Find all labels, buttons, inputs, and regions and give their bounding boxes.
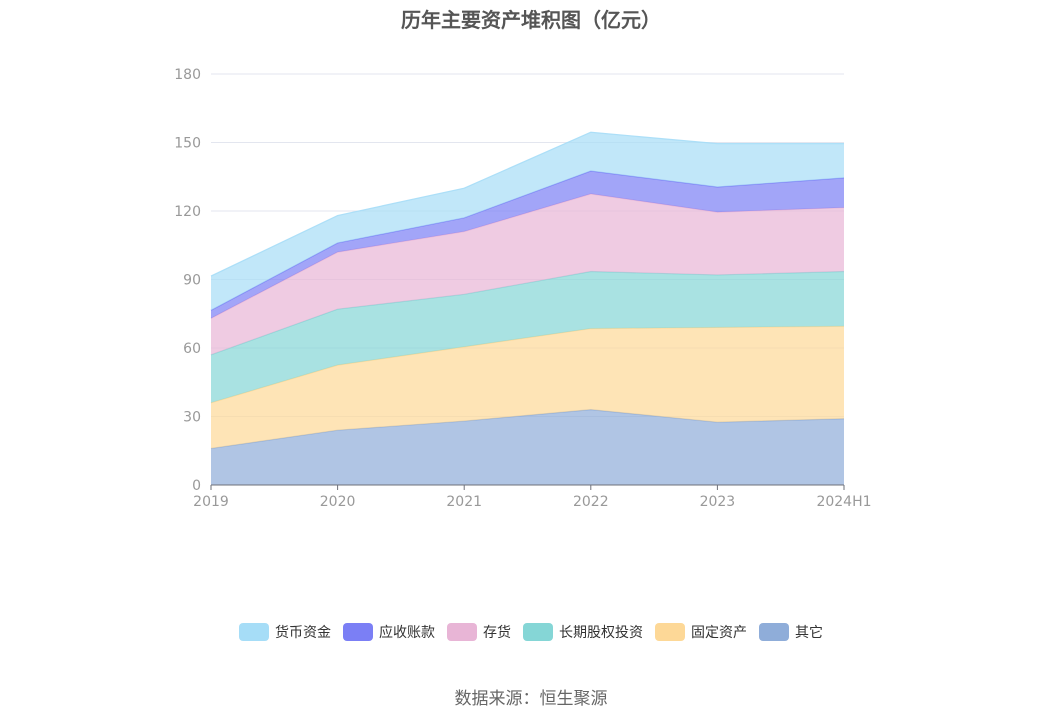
y-tick-label: 60 xyxy=(183,341,201,357)
area-series-line-5 xyxy=(210,131,844,277)
legend-swatch xyxy=(655,623,685,641)
y-tick-label: 0 xyxy=(192,478,201,494)
legend-item[interactable]: 固定资产 xyxy=(655,622,747,642)
data-source-note: 数据来源：恒生聚源 xyxy=(454,689,608,709)
chart-title: 历年主要资产堆积图（亿元） xyxy=(401,8,661,32)
y-tick-label: 120 xyxy=(174,204,201,220)
legend-item[interactable]: 其它 xyxy=(759,622,823,642)
area-layer xyxy=(210,131,845,485)
y-tick-label: 30 xyxy=(183,410,201,426)
legend-label: 长期股权投资 xyxy=(559,625,643,641)
axis-layer: 0 30 60 90 120 150 180 2019 2020 2021 2022 2023 2024… xyxy=(174,67,871,510)
y-tick-label: 150 xyxy=(174,136,201,152)
x-tick-label: 2021 xyxy=(446,494,482,510)
legend-label: 存货 xyxy=(483,625,511,641)
x-tick-label: 2023 xyxy=(700,494,736,510)
legend-label: 货币资金 xyxy=(275,625,331,641)
area-series-3 xyxy=(211,193,844,355)
legend-item[interactable]: 应收账款 xyxy=(343,622,435,642)
legend-label: 应收账款 xyxy=(379,625,435,641)
y-tick-label: 90 xyxy=(183,273,201,289)
legend-item[interactable]: 长期股权投资 xyxy=(523,622,643,642)
legend: 货币资金 应收账款 存货 长期股权投资 固定资产 其它 xyxy=(0,622,1062,642)
x-tick-label: 2024H1 xyxy=(816,494,871,510)
x-tick-label: 2020 xyxy=(320,494,356,510)
legend-swatch xyxy=(239,623,269,641)
y-tick-label: 180 xyxy=(174,67,201,83)
area-series-5 xyxy=(211,132,844,311)
legend-swatch xyxy=(447,623,477,641)
area-series-1 xyxy=(211,326,844,449)
legend-swatch xyxy=(523,623,553,641)
legend-item[interactable]: 货币资金 xyxy=(239,622,331,642)
legend-label: 固定资产 xyxy=(691,625,747,641)
x-tick-label: 2022 xyxy=(573,494,609,510)
area-series-line-4 xyxy=(210,170,845,311)
legend-item[interactable]: 存货 xyxy=(447,622,511,642)
x-tick-label: 2019 xyxy=(193,494,229,510)
legend-swatch xyxy=(343,623,373,641)
area-series-2 xyxy=(211,271,844,403)
legend-label: 其它 xyxy=(795,625,823,641)
legend-swatch xyxy=(759,623,789,641)
area-series-4 xyxy=(211,171,844,319)
